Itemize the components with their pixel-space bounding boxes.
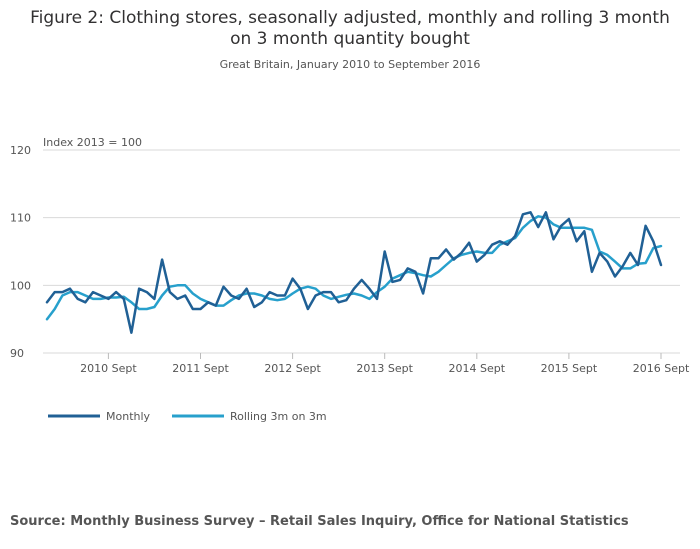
x-tick-label: 2013 Sept	[356, 362, 413, 375]
y-tick-label: 100	[10, 279, 31, 292]
x-tick-label: 2011 Sept	[172, 362, 229, 375]
source-note: Source: Monthly Business Survey – Retail…	[10, 514, 629, 529]
series-line-rolling	[45, 215, 663, 321]
x-tick-label: 2010 Sept	[80, 362, 137, 375]
y-tick-label: 120	[10, 144, 31, 157]
x-tick-label: 2015 Sept	[541, 362, 598, 375]
chart-title: Figure 2: Clothing stores, seasonally ad…	[30, 8, 670, 49]
series-line-monthly	[45, 211, 663, 334]
legend-label-rolling: Rolling 3m on 3m	[230, 410, 327, 423]
chart-subtitle: Great Britain, January 2010 to September…	[219, 58, 481, 71]
x-tick-label: 2012 Sept	[264, 362, 321, 375]
x-tick-label: 2016 Sept	[633, 362, 690, 375]
legend: Monthly Rolling 3m on 3m	[48, 410, 327, 423]
x-tick-label: 2014 Sept	[449, 362, 506, 375]
y-tick-label: 90	[10, 347, 24, 360]
y-axis-label: Index 2013 = 100	[43, 136, 142, 149]
y-tick-label: 110	[10, 212, 31, 225]
legend-label-monthly: Monthly	[106, 410, 151, 423]
